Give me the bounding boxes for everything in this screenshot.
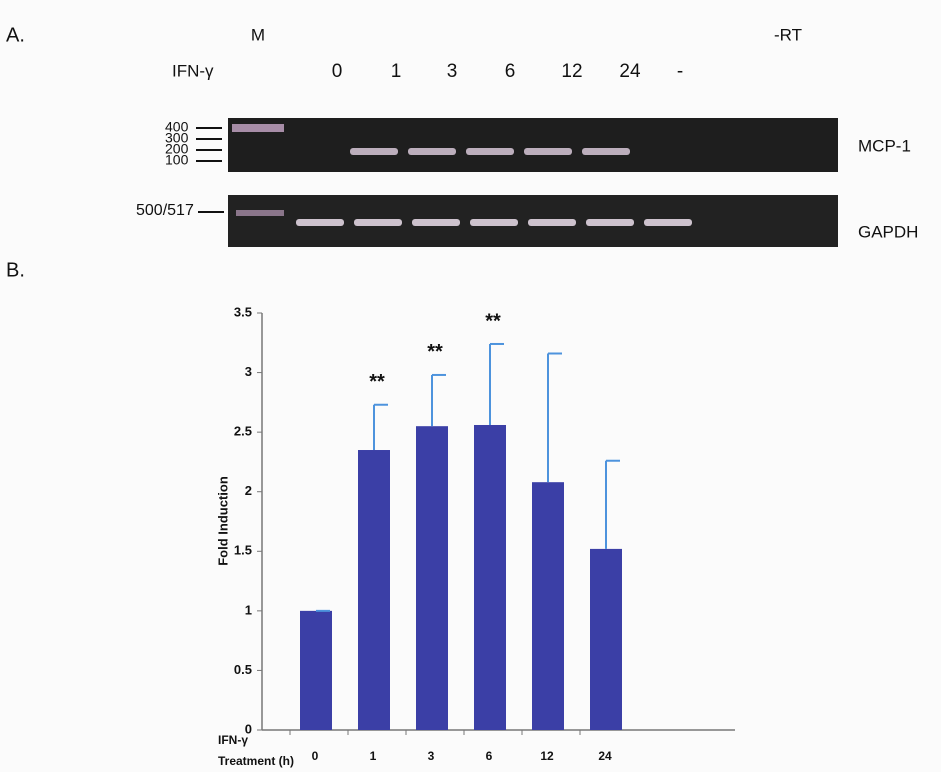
band xyxy=(296,219,344,226)
no-rt-label: -RT xyxy=(774,25,802,44)
y-tick-label: 0 xyxy=(245,721,252,736)
x-axis-label: Treatment (h) xyxy=(218,754,294,768)
band xyxy=(524,148,572,155)
ladder-label: 200 xyxy=(165,141,189,157)
band xyxy=(586,219,634,226)
significance: ** xyxy=(369,371,385,393)
y-tick-label: 2.5 xyxy=(234,424,252,439)
bar xyxy=(532,482,564,730)
lane-label: 0 xyxy=(332,61,343,82)
gel-mcp1 xyxy=(228,118,838,172)
lane-label: 3 xyxy=(447,61,458,82)
bar xyxy=(358,450,390,730)
band xyxy=(582,148,630,155)
band xyxy=(408,148,456,155)
lane-label: 12 xyxy=(561,61,582,82)
ladder-label: 100 xyxy=(165,152,189,168)
band xyxy=(644,219,692,226)
bar xyxy=(300,610,332,730)
y-tick-label: 1.5 xyxy=(234,543,252,558)
gel-bands xyxy=(232,124,692,226)
band xyxy=(466,148,514,155)
treatment-label: IFN-γ xyxy=(172,61,214,80)
gene-label: MCP-1 xyxy=(858,136,911,155)
panel-label: A. xyxy=(6,24,25,46)
lane-label: - xyxy=(677,61,683,82)
lane-label: 1 xyxy=(391,61,402,82)
panel-label: B. xyxy=(6,259,25,281)
gapdh-size: 500/517 xyxy=(136,202,194,219)
y-tick-label: 1 xyxy=(245,602,252,617)
gene-label: GAPDH xyxy=(858,222,918,241)
bar xyxy=(474,424,506,730)
y-tick-label: 2 xyxy=(245,483,252,498)
y-tick-label: 3.5 xyxy=(234,304,252,319)
x-tick-label: 0 xyxy=(312,749,319,763)
marker-label: M xyxy=(251,25,265,44)
bar xyxy=(590,548,622,730)
x-tick-label: 24 xyxy=(598,749,612,763)
x-tick-label: 1 xyxy=(370,749,377,763)
significance: ** xyxy=(427,341,443,363)
x-axis-label: IFN-γ xyxy=(218,733,248,747)
ladder-label: 400 xyxy=(165,119,189,135)
y-axis-label: Fold Induction xyxy=(215,476,230,566)
band xyxy=(528,219,576,226)
x-tick-label: 3 xyxy=(428,749,435,763)
band xyxy=(354,219,402,226)
significance: ** xyxy=(485,310,501,332)
x-tick-label: 6 xyxy=(486,749,493,763)
lane-label: 24 xyxy=(619,61,641,82)
x-tick-label: 12 xyxy=(540,749,554,763)
marker-band xyxy=(236,210,284,216)
ladder-label: 300 xyxy=(165,130,189,146)
band xyxy=(470,219,518,226)
bar xyxy=(416,426,448,730)
y-tick-label: 0.5 xyxy=(234,662,252,677)
y-tick-label: 3 xyxy=(245,364,252,379)
band xyxy=(412,219,460,226)
marker-band xyxy=(232,124,284,132)
lane-label: 6 xyxy=(505,61,516,82)
band xyxy=(350,148,398,155)
